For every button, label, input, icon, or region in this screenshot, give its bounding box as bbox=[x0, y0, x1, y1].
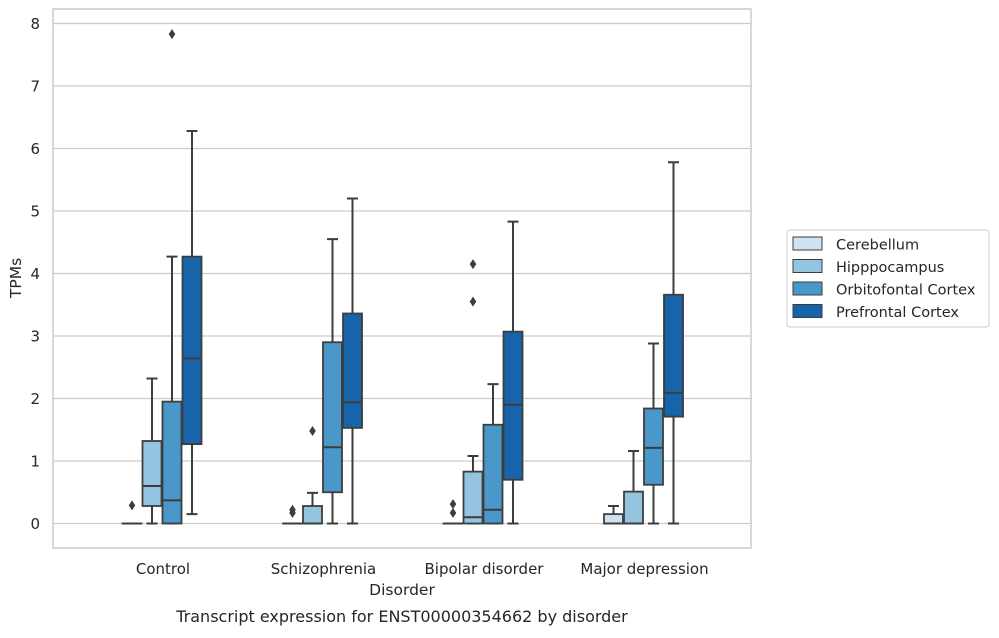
box-iqr bbox=[624, 492, 643, 524]
x-axis-label: Disorder bbox=[369, 581, 435, 599]
box-series-layer bbox=[123, 29, 684, 523]
series-orbitofontal-cortex bbox=[163, 29, 664, 523]
outlier-point bbox=[450, 499, 457, 509]
outlier-point bbox=[470, 259, 477, 269]
box-item bbox=[123, 500, 142, 523]
series-cerebellum bbox=[123, 499, 624, 523]
box-iqr bbox=[183, 257, 202, 445]
legend-label: Hipppocampus bbox=[836, 260, 944, 276]
box-item bbox=[143, 379, 162, 524]
y-tick-label: 4 bbox=[30, 265, 40, 283]
outlier-point bbox=[470, 297, 477, 307]
legend: Cerebellum Hipppocampus Orbitofontal Corte… bbox=[787, 230, 989, 327]
box-item bbox=[664, 162, 683, 523]
box-iqr bbox=[143, 441, 162, 506]
y-tick-label: 6 bbox=[30, 140, 40, 158]
legend-label: Prefrontal Cortex bbox=[836, 305, 959, 321]
box-iqr bbox=[343, 314, 362, 428]
box-item bbox=[644, 344, 663, 524]
outlier-point bbox=[169, 29, 176, 39]
box-item bbox=[484, 384, 503, 523]
box-iqr bbox=[604, 514, 623, 523]
box-iqr bbox=[644, 409, 663, 485]
legend-swatch bbox=[793, 282, 822, 295]
box-item bbox=[183, 131, 202, 514]
legend-label: Orbitofontal Cortex bbox=[836, 283, 976, 299]
box-iqr bbox=[323, 342, 342, 492]
y-tick-label: 7 bbox=[30, 78, 40, 96]
box-iqr bbox=[163, 402, 182, 524]
box-item bbox=[163, 29, 182, 523]
x-tick-label: Bipolar disorder bbox=[425, 560, 545, 578]
y-tick-label: 5 bbox=[30, 203, 40, 221]
chart-caption: Transcript expression for ENST0000035466… bbox=[175, 607, 628, 626]
box-iqr bbox=[664, 295, 683, 417]
y-axis-label: TPMs bbox=[7, 258, 25, 299]
box-item bbox=[604, 506, 623, 524]
series-prefrontal-cortex bbox=[183, 131, 684, 524]
outlier-point bbox=[450, 508, 457, 518]
box-item bbox=[323, 239, 342, 523]
legend-swatch bbox=[793, 305, 822, 318]
box-item bbox=[283, 505, 302, 524]
x-tick-labels: Control Schizophrenia Bipolar disorder Majo… bbox=[136, 560, 709, 578]
outlier-point bbox=[309, 426, 316, 436]
box-item bbox=[464, 259, 483, 523]
box-iqr bbox=[464, 472, 483, 524]
legend-swatch bbox=[793, 260, 822, 273]
x-tick-label: Schizophrenia bbox=[271, 560, 376, 578]
x-tick-label: Control bbox=[136, 560, 190, 578]
box-item bbox=[343, 199, 362, 524]
box-item bbox=[624, 451, 643, 524]
y-tick-label: 2 bbox=[30, 390, 40, 408]
box-item bbox=[444, 499, 463, 523]
y-tick-label: 3 bbox=[30, 328, 40, 346]
box-iqr bbox=[484, 425, 503, 524]
y-tick-label: 8 bbox=[30, 15, 40, 33]
legend-label: Cerebellum bbox=[836, 238, 919, 254]
x-tick-label: Major depression bbox=[580, 560, 708, 578]
series-hipppocampus bbox=[143, 259, 644, 523]
outlier-point bbox=[129, 500, 136, 510]
y-tick-label: 0 bbox=[30, 515, 40, 533]
y-tick-label: 1 bbox=[30, 453, 40, 471]
box-item bbox=[504, 222, 523, 524]
box-iqr bbox=[303, 506, 322, 524]
legend-swatch bbox=[793, 237, 822, 250]
y-tick-labels: 0 1 2 3 4 5 6 7 8 bbox=[30, 15, 40, 533]
box-item bbox=[303, 426, 322, 524]
